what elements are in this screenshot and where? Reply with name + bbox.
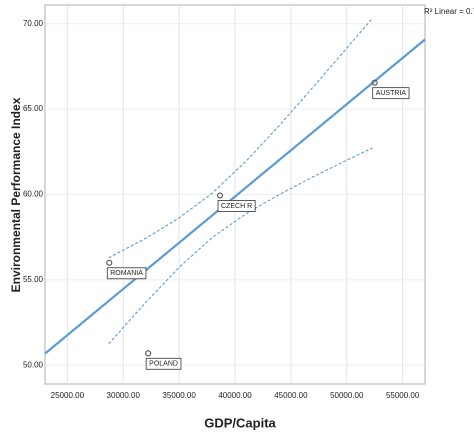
data-point bbox=[106, 259, 113, 266]
y-tick-label: 70.00 bbox=[23, 19, 44, 28]
y-tick-label: 55.00 bbox=[23, 275, 44, 284]
point-label: ROMANIA bbox=[110, 270, 143, 277]
y-axis-label: Environmental Performance Index bbox=[9, 97, 23, 292]
x-tick-label: 50000.00 bbox=[330, 391, 364, 400]
y-tick-label: 65.00 bbox=[23, 104, 44, 113]
fit-line bbox=[44, 38, 426, 355]
point-label: POLAND bbox=[149, 361, 178, 368]
data-point bbox=[371, 79, 378, 86]
x-tick-label: 40000.00 bbox=[218, 391, 252, 400]
y-tick-label: 60.00 bbox=[23, 190, 44, 199]
x-tick-label: 55000.00 bbox=[386, 391, 420, 400]
y-tick-label: 50.00 bbox=[23, 360, 44, 369]
x-tick-label: 35000.00 bbox=[162, 391, 196, 400]
data-point bbox=[216, 192, 224, 199]
point-label-box bbox=[145, 357, 182, 370]
fit-line bbox=[108, 147, 373, 345]
x-axis-label: GDP/Capita bbox=[204, 415, 276, 430]
x-tick-label: 25000.00 bbox=[51, 391, 85, 400]
data-point bbox=[145, 350, 152, 357]
point-label-box bbox=[217, 200, 256, 212]
x-tick-label: 30000.00 bbox=[107, 391, 141, 400]
r-squared-annotation: R² Linear = 0.778 bbox=[424, 7, 474, 16]
point-label: AUSTRIA bbox=[376, 90, 407, 97]
point-label-box bbox=[372, 87, 410, 100]
point-label-box bbox=[106, 267, 147, 280]
x-tick-label: 45000.00 bbox=[274, 391, 308, 400]
point-label: CZECH R bbox=[221, 203, 252, 210]
